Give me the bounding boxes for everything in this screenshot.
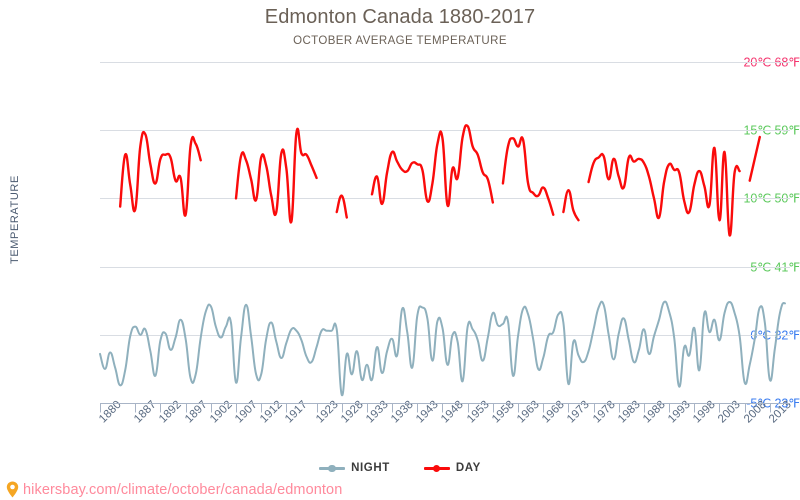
legend-marker-icon: [319, 463, 346, 473]
chart-subtitle: OCTOBER AVERAGE TEMPERATURE: [293, 35, 507, 47]
page-title: Edmonton Canada 1880-2017: [264, 6, 536, 28]
legend-label: DAY: [455, 462, 481, 474]
location-pin-icon: [6, 481, 19, 498]
source-url: hikersbay.com/climate/october/canada/edm…: [23, 481, 343, 498]
legend-item-day[interactable]: DAY: [423, 462, 481, 474]
legend-item-night[interactable]: NIGHT: [319, 462, 390, 474]
chart-legend: NIGHT DAY: [0, 462, 800, 474]
series-line-day: [118, 124, 761, 237]
footer-attribution: hikersbay.com/climate/october/canada/edm…: [6, 481, 342, 498]
legend-label: NIGHT: [351, 462, 390, 474]
series-line-night: [99, 300, 786, 396]
legend-marker-icon: [423, 463, 450, 473]
